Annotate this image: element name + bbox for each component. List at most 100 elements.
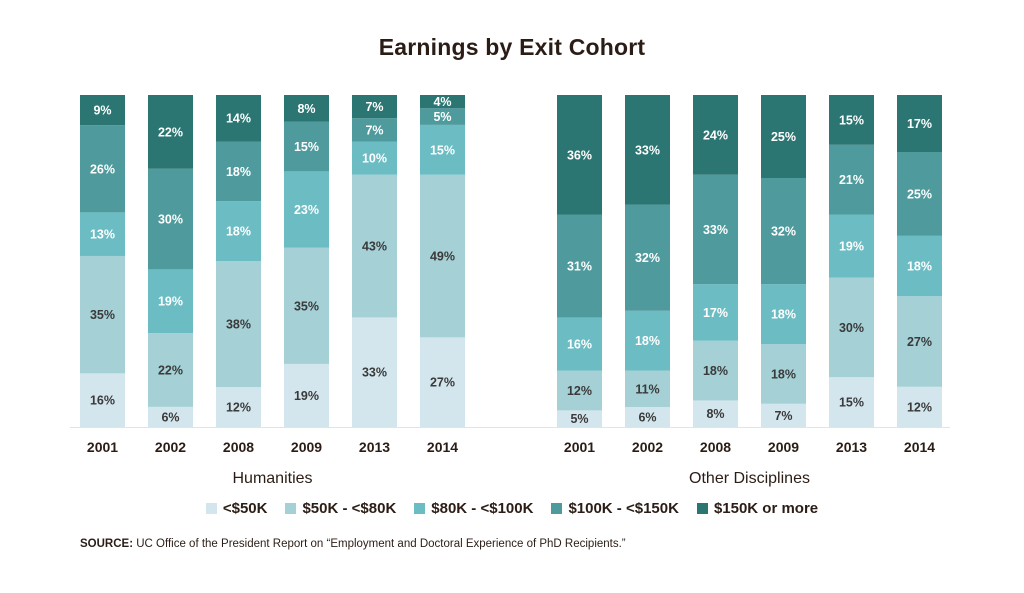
bar-segment	[829, 95, 874, 145]
bar-segment	[148, 333, 193, 407]
bar-segment	[761, 284, 806, 344]
legend-item: $50K - <$80K	[285, 500, 396, 517]
data-label: 17%	[703, 306, 728, 320]
bar-segment	[216, 141, 261, 202]
data-label: 14%	[226, 112, 251, 126]
data-label: 33%	[703, 223, 728, 237]
bar-segment	[897, 152, 942, 236]
legend-swatch	[696, 503, 708, 514]
legend-item: $150K or more	[696, 500, 819, 517]
bar-segment	[420, 108, 465, 125]
data-label: 31%	[567, 259, 592, 273]
bar-segment	[829, 377, 874, 427]
data-label: 26%	[90, 162, 115, 176]
data-label: 27%	[430, 376, 455, 390]
data-label: 7%	[365, 123, 383, 137]
bar-segment	[148, 269, 193, 334]
x-tick-label: 2014	[904, 439, 935, 455]
legend-item: $80K - <$100K	[414, 500, 533, 517]
bar-segment	[625, 370, 670, 408]
data-label: 15%	[839, 113, 864, 127]
bar-segment	[80, 255, 125, 374]
bar-segment	[420, 337, 465, 427]
data-label: 21%	[839, 173, 864, 187]
data-label: 18%	[907, 260, 932, 274]
data-label: 23%	[294, 203, 319, 217]
bar-segment	[148, 168, 193, 270]
data-label: 32%	[771, 225, 796, 239]
bar-segment	[761, 95, 806, 178]
data-label: 33%	[362, 366, 387, 380]
bar-segment	[761, 344, 806, 404]
x-tick-label: 2014	[427, 439, 458, 455]
x-tick-label: 2009	[768, 439, 799, 455]
bar-segment	[80, 95, 125, 126]
data-label: 12%	[226, 401, 251, 415]
bar-segment	[284, 121, 329, 172]
data-label: 18%	[226, 225, 251, 239]
data-label: 18%	[635, 334, 660, 348]
data-label: 13%	[90, 228, 115, 242]
bar-segment	[829, 214, 874, 278]
bar-segment	[216, 201, 261, 261]
bar-segment	[693, 95, 738, 175]
bar-segment	[216, 387, 261, 427]
data-label: 25%	[907, 187, 932, 201]
source-label: SOURCE:	[80, 538, 134, 550]
data-label: 36%	[567, 148, 592, 162]
data-label: 7%	[774, 409, 792, 423]
bar-segment	[693, 340, 738, 401]
legend-swatch	[205, 503, 217, 514]
bar-segment	[216, 261, 261, 388]
stacked-bar-chart: 16% 35% 13% 26% 9% 2001 6% 22% 19% 30% 22% 2002 12% 3…	[70, 95, 950, 487]
bar-segment	[420, 124, 465, 175]
data-label: 18%	[226, 165, 251, 179]
bar-segment	[557, 317, 602, 371]
bar-segment	[80, 373, 125, 427]
data-label: 18%	[703, 364, 728, 378]
data-label: 17%	[907, 117, 932, 131]
bar-segment	[897, 95, 942, 153]
data-label: 38%	[226, 318, 251, 332]
bar-segment	[420, 174, 465, 338]
data-label: 16%	[567, 338, 592, 352]
bar-segment	[693, 400, 738, 427]
bar-segment	[284, 363, 329, 427]
bar-segment	[625, 95, 670, 205]
bar-segment	[557, 370, 602, 411]
bar-segment	[352, 141, 397, 175]
data-label: 16%	[90, 394, 115, 408]
bar-segment	[352, 118, 397, 142]
legend-item: <$50K	[205, 500, 267, 517]
bar-segment	[897, 296, 942, 387]
data-label: 19%	[158, 295, 183, 309]
data-label: 33%	[635, 143, 660, 157]
bar-segment	[284, 95, 329, 122]
source-text: UC Office of the President Report on “Em…	[133, 538, 626, 550]
source-note: SOURCE: UC Office of the President Repor…	[80, 538, 626, 550]
data-label: 25%	[771, 130, 796, 144]
data-label: 22%	[158, 125, 183, 139]
bar-segment	[897, 386, 942, 427]
data-label: 15%	[430, 143, 455, 157]
bar-segment	[284, 171, 329, 248]
data-label: 8%	[297, 102, 315, 116]
bar-segment	[897, 235, 942, 297]
data-label: 35%	[90, 308, 115, 322]
data-label: 9%	[93, 104, 111, 118]
x-tick-label: 2008	[223, 439, 254, 455]
bar-segment	[625, 310, 670, 371]
data-label: 43%	[362, 240, 387, 254]
bar-segment	[829, 144, 874, 215]
bar-segment	[625, 204, 670, 311]
legend-label: $80K - <$100K	[431, 500, 534, 517]
bar-segment	[761, 178, 806, 285]
x-tick-label: 2013	[359, 439, 390, 455]
x-tick-label: 2002	[155, 439, 186, 455]
legend-label: $150K or more	[713, 500, 819, 517]
bar-segment	[625, 407, 670, 427]
data-label: 32%	[635, 251, 660, 265]
bar-segment	[216, 95, 261, 142]
bar-segment	[80, 125, 125, 213]
data-label: 49%	[430, 250, 455, 264]
